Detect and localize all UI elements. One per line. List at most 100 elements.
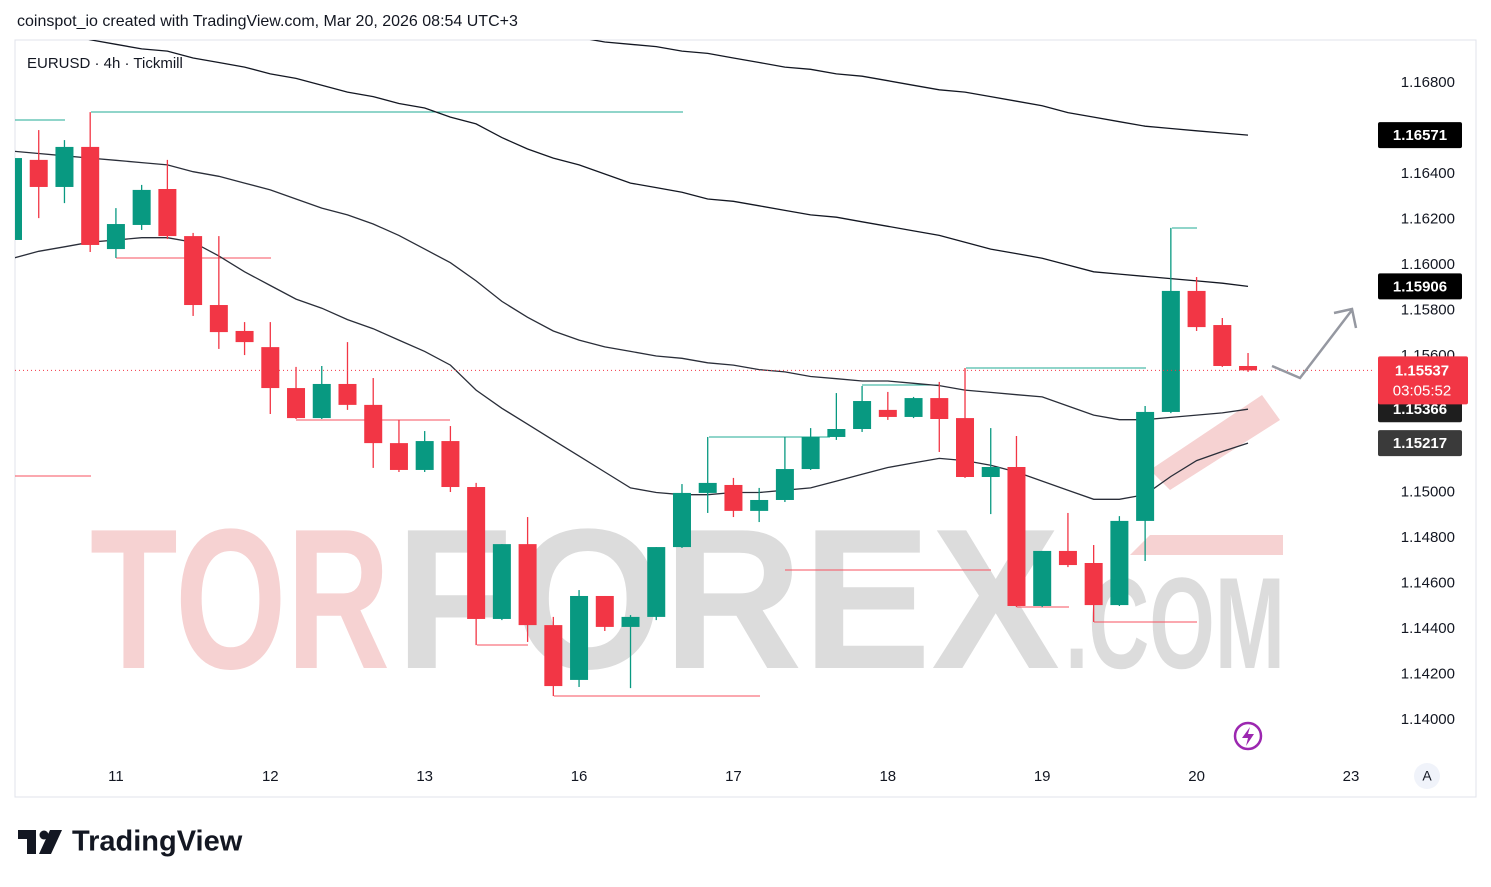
footer-logo-text: TradingView — [72, 826, 243, 858]
candle-body — [750, 499, 769, 511]
candle-body — [724, 484, 743, 511]
candle-body — [672, 492, 691, 548]
candle-body — [518, 544, 537, 626]
price-label: 1.15906 — [1393, 278, 1447, 295]
candle-body — [1187, 290, 1206, 328]
header: coinspot_io created with TradingView.com… — [17, 13, 518, 30]
candle-body — [878, 409, 897, 417]
scale-mode-button[interactable]: A — [1422, 768, 1432, 784]
y-tick-label: 1.14800 — [1401, 529, 1455, 546]
candle-body — [312, 383, 331, 419]
arrow-head — [1333, 307, 1358, 329]
x-tick-label: 20 — [1188, 768, 1205, 785]
y-tick-label: 1.14000 — [1401, 711, 1455, 728]
candle-body — [81, 146, 100, 245]
watermark-slash — [1150, 395, 1280, 490]
x-tick-label: 19 — [1034, 768, 1051, 785]
y-tick-label: 1.16000 — [1401, 256, 1455, 273]
candle-body — [853, 401, 872, 430]
plot — [15, 40, 1375, 697]
candle-body — [55, 146, 74, 187]
price-label: 1.15217 — [1393, 435, 1447, 452]
candle-body — [904, 398, 923, 417]
x-tick-label: 17 — [725, 768, 742, 785]
x-tick-label: 23 — [1343, 768, 1360, 785]
candle-body — [1213, 325, 1232, 366]
candle-body — [29, 159, 48, 187]
logo-mark — [18, 830, 36, 854]
y-tick-label: 1.14200 — [1401, 665, 1455, 682]
watermark-slash — [1130, 535, 1283, 555]
forecast-arrow — [1271, 307, 1358, 380]
chart-frame — [14, 39, 1477, 798]
candle-body — [1033, 550, 1052, 606]
alert-bolt — [1242, 727, 1254, 746]
arrow-path — [1271, 309, 1353, 380]
y-tick-label: 1.16200 — [1401, 210, 1455, 227]
candle-body — [1110, 520, 1129, 606]
moving-average-line — [88, 40, 1249, 288]
price-label-bg — [1378, 273, 1462, 300]
y-tick-label: 1.16400 — [1401, 165, 1455, 182]
candle-countdown: 03:05:52 — [1393, 382, 1451, 399]
candle-body — [287, 388, 306, 419]
current-price-label: 1.15537 — [1395, 362, 1449, 379]
price-axis: 1.168001.164001.162001.160001.158001.156… — [1378, 74, 1468, 728]
candle-body — [235, 330, 254, 343]
candle-body — [106, 224, 125, 250]
candle-body — [261, 347, 280, 389]
watermark: TOR FOREX .COM — [90, 395, 1285, 711]
candle-body — [570, 595, 589, 680]
candle-body — [209, 305, 228, 333]
x-tick-label: 13 — [416, 768, 433, 785]
chart-legend: EURUSD · 4h · Tickmill — [27, 55, 183, 72]
candle-body — [1161, 290, 1180, 412]
price-label-bg — [1378, 122, 1462, 149]
y-tick-label: 1.15800 — [1401, 301, 1455, 318]
scale-button-bg[interactable] — [1414, 763, 1440, 789]
candle-body — [158, 189, 177, 237]
tradingview-logo: TradingView — [18, 826, 243, 858]
price-label: 1.16571 — [1393, 127, 1447, 144]
x-tick-label: 12 — [262, 768, 279, 785]
candle-body — [595, 595, 614, 627]
price-label: 1.15366 — [1393, 401, 1447, 418]
candle-body — [827, 429, 846, 437]
logo-mark — [39, 830, 49, 840]
candle-body — [981, 466, 1000, 478]
candle-body — [1084, 562, 1103, 606]
y-tick-label: 1.14600 — [1401, 574, 1455, 591]
candle-body — [184, 236, 203, 306]
candle-body — [1058, 550, 1077, 566]
candle-body — [415, 441, 434, 470]
x-tick-label: 16 — [571, 768, 588, 785]
candle-body — [1136, 411, 1155, 521]
candle-body — [338, 383, 357, 405]
moving-average-line — [589, 40, 1249, 136]
candle-body — [1239, 365, 1258, 371]
price-label-bg — [1378, 430, 1462, 457]
current-price-bg — [1378, 356, 1468, 405]
candle-body — [621, 616, 640, 627]
candle-body — [647, 547, 666, 617]
candle-body — [1007, 466, 1026, 606]
candle-body — [132, 189, 151, 225]
candle-body — [441, 441, 460, 488]
watermark-text: TOR — [90, 488, 390, 711]
y-tick-label: 1.14400 — [1401, 620, 1455, 637]
candle-body — [698, 482, 717, 493]
alert-icon[interactable] — [1233, 721, 1263, 751]
candle-body — [775, 469, 794, 500]
x-tick-label: 18 — [879, 768, 896, 785]
candle-body — [364, 404, 383, 444]
candle-body — [467, 487, 486, 619]
y-tick-label: 1.16800 — [1401, 74, 1455, 91]
candle-body — [389, 443, 408, 470]
alert-circle — [1233, 721, 1263, 751]
candle-body — [930, 398, 949, 419]
x-tick-label: 11 — [108, 768, 124, 785]
candle-body — [801, 436, 820, 470]
candle-body — [956, 418, 975, 478]
moving-average-line — [15, 150, 1249, 421]
